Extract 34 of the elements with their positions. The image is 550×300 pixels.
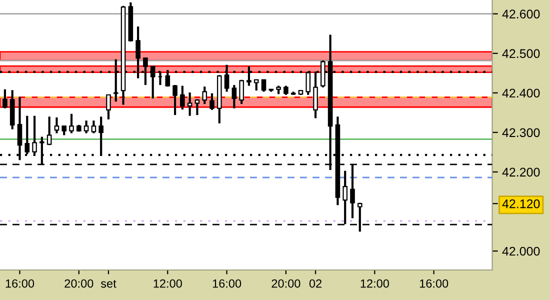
candlestick bbox=[91, 120, 96, 134]
y-tick-label: 42.300 bbox=[502, 128, 540, 138]
x-tick-label: 16:00 bbox=[6, 279, 34, 288]
x-tick-label: set bbox=[100, 280, 116, 288]
x-tick-label: 16:00 bbox=[420, 279, 448, 288]
candlestick bbox=[180, 84, 185, 111]
candlestick bbox=[62, 125, 67, 136]
x-tick-label: 20:00 bbox=[64, 279, 94, 288]
y-tick-label: 42.600 bbox=[502, 10, 540, 18]
y-tick-label: 42.200 bbox=[502, 168, 540, 177]
candlestick bbox=[210, 92, 214, 111]
x-tick-label: 12:00 bbox=[154, 279, 182, 288]
candlestick bbox=[84, 120, 89, 134]
candlestick bbox=[54, 116, 60, 134]
y-tick-label: 42.120 bbox=[502, 199, 540, 208]
x-tick-label: 02 bbox=[309, 279, 322, 288]
candlestick bbox=[172, 84, 178, 116]
candlestick bbox=[202, 86, 208, 106]
candlestick bbox=[69, 112, 74, 134]
candlestick bbox=[46, 116, 52, 146]
candlestick bbox=[239, 78, 244, 106]
candlestick bbox=[187, 91, 192, 117]
candlestick bbox=[261, 78, 266, 93]
y-tick-label: 42.500 bbox=[502, 49, 540, 58]
candlestick bbox=[194, 98, 200, 116]
candlestick bbox=[232, 84, 237, 110]
x-tick-label: 16:00 bbox=[212, 279, 242, 288]
y-tick-label: 42.000 bbox=[502, 246, 540, 256]
x-tick-label: 12:00 bbox=[360, 279, 389, 288]
candlestick bbox=[106, 93, 111, 120]
candlestick bbox=[2, 88, 8, 110]
x-tick-label: 20:00 bbox=[272, 279, 300, 288]
candlestick bbox=[284, 84, 288, 96]
y-tick-label: 42.400 bbox=[502, 88, 540, 98]
